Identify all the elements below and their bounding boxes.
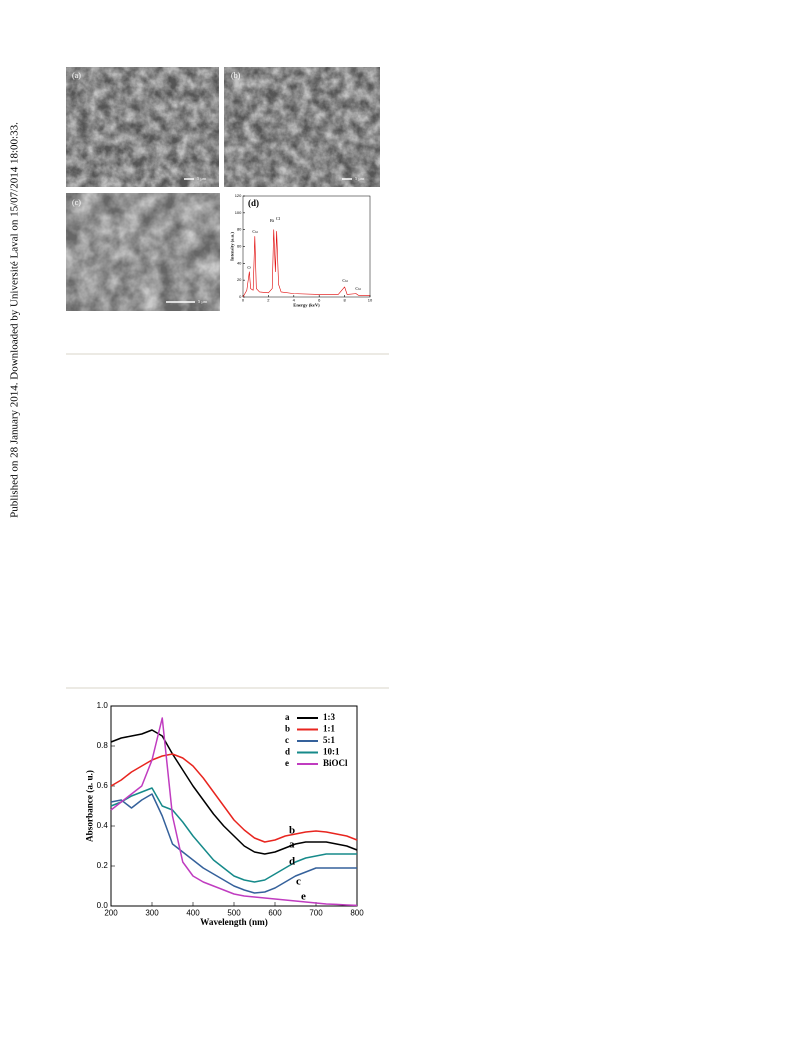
y-tick-label: 0 [239, 294, 242, 299]
y-tick-label: 100 [235, 210, 242, 215]
peak-label: Bi [270, 218, 275, 223]
series-line [110, 717, 358, 907]
y-tick-label: 1.0 [97, 701, 109, 710]
legend-label: 1:1 [323, 724, 335, 734]
y-tick-label: 80 [237, 227, 242, 232]
x-tick-label: 800 [350, 908, 364, 917]
scale-label: 5 μm [198, 299, 208, 304]
scale-label: 5 μm [197, 176, 207, 181]
series-line [110, 729, 358, 855]
legend-letter: b [285, 724, 290, 734]
y-tick-label: 0.6 [97, 781, 109, 790]
x-tick-label: 0 [242, 298, 245, 303]
x-axis-title: Wavelength (nm) [200, 917, 268, 927]
sem-texture [224, 67, 380, 187]
x-tick-label: 6 [318, 298, 321, 303]
peak-label: Cl [276, 216, 281, 221]
curve-label: e [301, 891, 306, 903]
legend-label: 1:3 [323, 712, 335, 722]
legend-letter: d [285, 747, 290, 757]
sem-b: (b) 5 μm [224, 67, 380, 187]
x-tick-label: 4 [293, 298, 296, 303]
peak-label: Cu [355, 286, 361, 291]
series-line [110, 787, 357, 883]
y-tick-label: 60 [237, 244, 242, 249]
sem-texture [66, 67, 219, 187]
legend-label: 5:1 [323, 735, 335, 745]
y-tick-label: 0.0 [97, 901, 109, 910]
x-tick-label: 400 [186, 908, 200, 917]
y-tick-label: 20 [237, 277, 242, 282]
x-tick-label: 10 [368, 298, 373, 303]
series-line [110, 753, 358, 843]
sem-a: (a) 5 μm [66, 67, 219, 187]
panel-label: (a) [72, 71, 81, 80]
x-tick-label: 500 [227, 908, 241, 917]
series-line [242, 229, 370, 298]
curve-label: a [289, 839, 295, 851]
peak-label: O [247, 265, 251, 270]
sem-c: (c) 5 μm [66, 193, 220, 311]
plot-background [233, 192, 376, 311]
peak-label: Cu [252, 229, 258, 234]
x-axis-title: Energy (keV) [293, 302, 320, 307]
x-tick-label: 300 [145, 908, 159, 917]
scale-label: 5 μm [355, 176, 365, 181]
y-tick-label: 0.4 [97, 821, 109, 830]
legend-letter: e [285, 758, 289, 768]
y-tick-label: 0.8 [97, 741, 109, 750]
legend-letter: c [285, 735, 289, 745]
y-tick-label: 120 [235, 193, 242, 198]
legend-label: BiOCl [323, 758, 348, 768]
curve-label: b [289, 825, 295, 837]
sidebar: Published on 28 January 2014. Downloaded… [9, 122, 21, 518]
legend-letter: a [285, 712, 290, 722]
panel-label: (d) [248, 198, 259, 208]
y-tick-label: 40 [237, 260, 242, 265]
curve-label: c [296, 876, 301, 888]
x-tick-label: 8 [343, 298, 346, 303]
x-tick-label: 700 [309, 908, 323, 917]
y-tick-label: 0.2 [97, 861, 109, 870]
sem-texture [66, 193, 220, 311]
x-tick-label: 2 [267, 298, 270, 303]
x-tick-label: 600 [268, 908, 282, 917]
y-axis-title: Intensity (a.u.) [230, 232, 235, 261]
peak-label: Cu [342, 278, 348, 283]
x-tick-label: 200 [104, 908, 118, 917]
panel-label: (c) [72, 198, 81, 207]
curve-label: d [289, 856, 295, 868]
y-axis-title: Absorbance (a. u.) [84, 770, 94, 842]
legend-label: 10:1 [323, 747, 340, 757]
series-line [110, 793, 357, 894]
panel-label: (b) [231, 71, 241, 80]
